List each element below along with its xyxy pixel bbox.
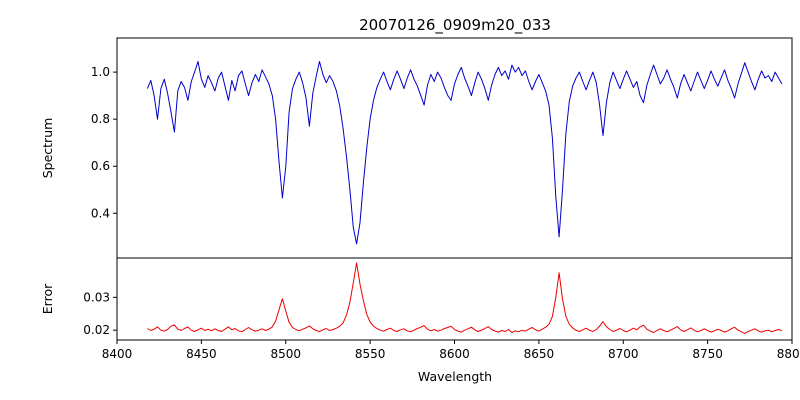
x-axis-label: Wavelength: [418, 369, 492, 384]
y-tick-label: 0.8: [91, 112, 110, 126]
error-line: [147, 262, 783, 334]
chart-title: 20070126_0909m20_033: [359, 16, 551, 35]
y-tick-label: 0.03: [83, 290, 110, 304]
y-tick-label: 0.02: [83, 323, 110, 337]
x-tick-label: 8450: [186, 347, 217, 361]
x-tick-label: 8750: [692, 347, 723, 361]
x-tick-label: 8400: [102, 347, 133, 361]
y-tick-label: 0.6: [91, 159, 110, 173]
spectrum-line: [146, 61, 783, 245]
x-tick-label: 8800: [777, 347, 800, 361]
spectrum-y-axis-label: Spectrum: [40, 118, 55, 179]
error-y-axis-label: Error: [40, 283, 55, 314]
x-tick-label: 8650: [524, 347, 555, 361]
y-tick-label: 1.0: [91, 65, 110, 79]
spectrum-axes-border: [116, 37, 793, 259]
x-tick-label: 8600: [439, 347, 470, 361]
x-tick-label: 8700: [608, 347, 639, 361]
y-tick-label: 0.4: [91, 206, 110, 220]
x-tick-label: 8550: [355, 347, 386, 361]
x-tick-label: 8500: [270, 347, 301, 361]
axes-group: 0.4 0.6 0.8 1.0 0.02 0.03 8400 8450 8500 8550 8600…: [83, 37, 800, 361]
